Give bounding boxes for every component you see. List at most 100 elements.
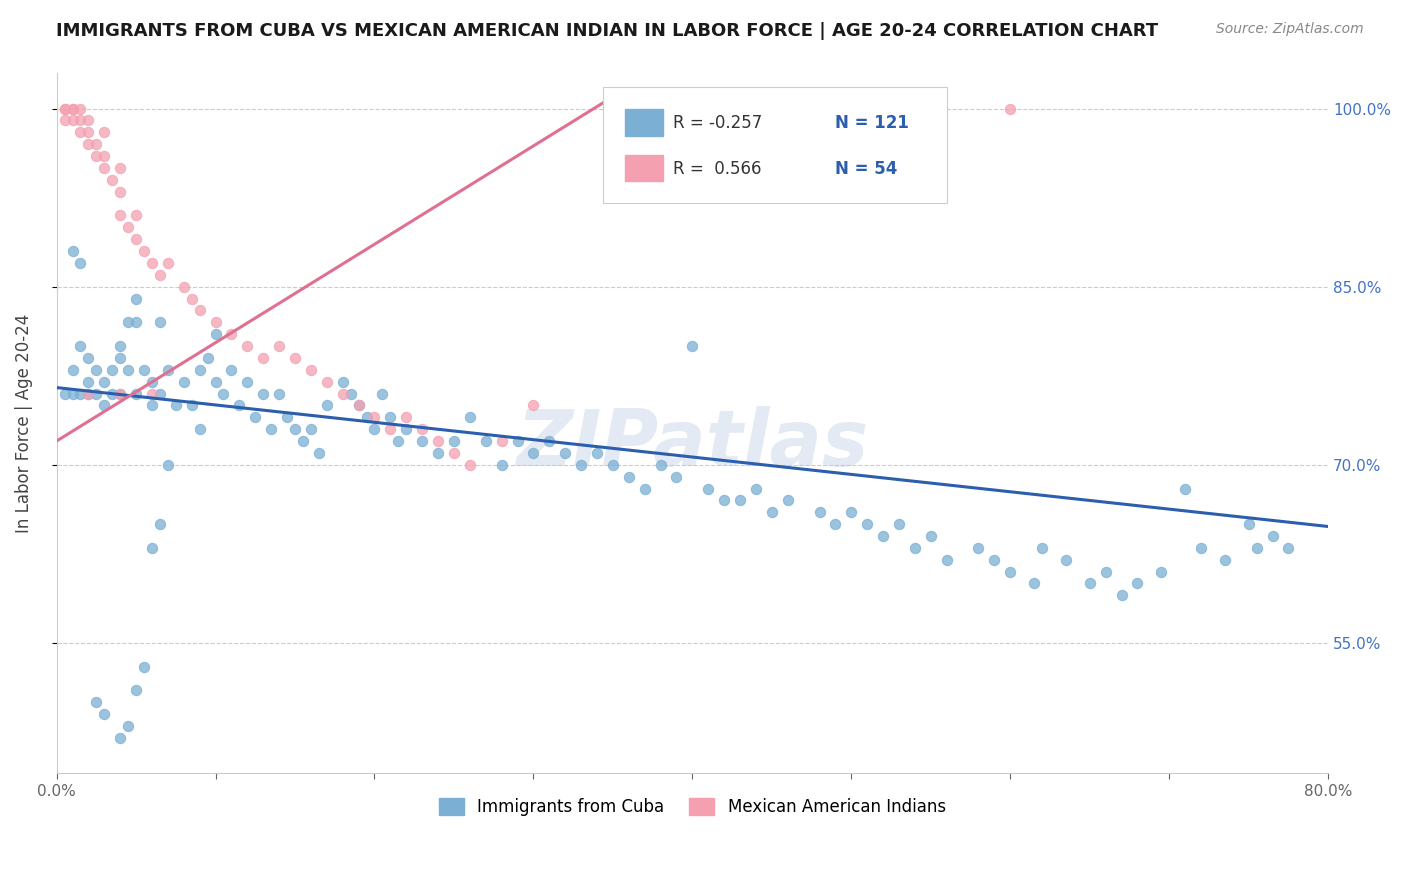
Point — [125, 683, 148, 698]
Point — [86, 695, 108, 709]
Point — [86, 149, 108, 163]
Point — [681, 339, 703, 353]
Point — [125, 209, 148, 223]
Point — [872, 529, 894, 543]
Point — [299, 363, 322, 377]
Point — [904, 541, 927, 555]
Point — [77, 125, 100, 139]
Point — [411, 434, 433, 448]
Point — [117, 220, 139, 235]
Point — [53, 102, 76, 116]
Point — [149, 315, 172, 329]
Point — [728, 493, 751, 508]
Point — [713, 493, 735, 508]
Point — [395, 410, 418, 425]
Point — [967, 541, 990, 555]
Point — [276, 410, 298, 425]
Point — [69, 102, 91, 116]
Point — [260, 422, 283, 436]
Text: N = 54: N = 54 — [835, 160, 897, 178]
Point — [443, 446, 465, 460]
Point — [141, 541, 163, 555]
Point — [269, 339, 291, 353]
Point — [1022, 576, 1045, 591]
Point — [983, 553, 1005, 567]
Point — [212, 386, 235, 401]
Point — [363, 410, 385, 425]
Point — [93, 161, 115, 175]
Point — [1261, 529, 1284, 543]
Point — [101, 363, 124, 377]
Point — [538, 434, 561, 448]
Point — [93, 375, 115, 389]
Point — [569, 458, 592, 472]
Point — [228, 398, 250, 412]
Point — [141, 386, 163, 401]
Point — [108, 386, 131, 401]
Point — [204, 375, 226, 389]
Point — [315, 375, 337, 389]
Point — [86, 386, 108, 401]
Point — [1094, 565, 1116, 579]
Point — [165, 398, 187, 412]
Point — [197, 351, 219, 365]
Point — [125, 386, 148, 401]
Point — [77, 386, 100, 401]
Point — [108, 339, 131, 353]
Point — [149, 386, 172, 401]
Text: ZIPatlas: ZIPatlas — [516, 406, 869, 483]
Point — [665, 469, 688, 483]
Point — [156, 256, 179, 270]
Point — [69, 386, 91, 401]
Point — [856, 517, 879, 532]
Point — [204, 327, 226, 342]
Point — [1031, 541, 1053, 555]
Point — [62, 113, 84, 128]
Point — [554, 446, 576, 460]
Point — [1246, 541, 1268, 555]
Point — [380, 422, 402, 436]
Point — [745, 482, 768, 496]
Point — [69, 125, 91, 139]
Legend: Immigrants from Cuba, Mexican American Indians: Immigrants from Cuba, Mexican American I… — [430, 789, 955, 824]
Point — [62, 386, 84, 401]
Point — [347, 398, 370, 412]
Point — [77, 375, 100, 389]
Point — [69, 113, 91, 128]
Point — [132, 659, 155, 673]
Point — [77, 351, 100, 365]
Point — [634, 482, 657, 496]
Point — [1054, 553, 1077, 567]
Point — [443, 434, 465, 448]
Point — [149, 268, 172, 282]
Point — [173, 375, 195, 389]
Point — [697, 482, 720, 496]
Point — [474, 434, 496, 448]
Point — [332, 386, 354, 401]
Point — [77, 137, 100, 152]
Point — [188, 363, 211, 377]
Point — [380, 410, 402, 425]
Point — [132, 363, 155, 377]
Point — [458, 458, 481, 472]
Point — [506, 434, 529, 448]
Point — [1213, 553, 1236, 567]
Point — [236, 375, 259, 389]
Text: R = -0.257: R = -0.257 — [673, 114, 762, 132]
Point — [173, 279, 195, 293]
Point — [824, 517, 846, 532]
Point — [1189, 541, 1212, 555]
Point — [93, 707, 115, 722]
Point — [586, 446, 609, 460]
Point — [1000, 565, 1022, 579]
Point — [332, 375, 354, 389]
Point — [1237, 517, 1260, 532]
Point — [839, 505, 862, 519]
Point — [53, 386, 76, 401]
Point — [887, 517, 910, 532]
Point — [252, 351, 274, 365]
Point — [69, 339, 91, 353]
Point — [339, 386, 361, 401]
Point — [141, 375, 163, 389]
Point — [776, 493, 799, 508]
